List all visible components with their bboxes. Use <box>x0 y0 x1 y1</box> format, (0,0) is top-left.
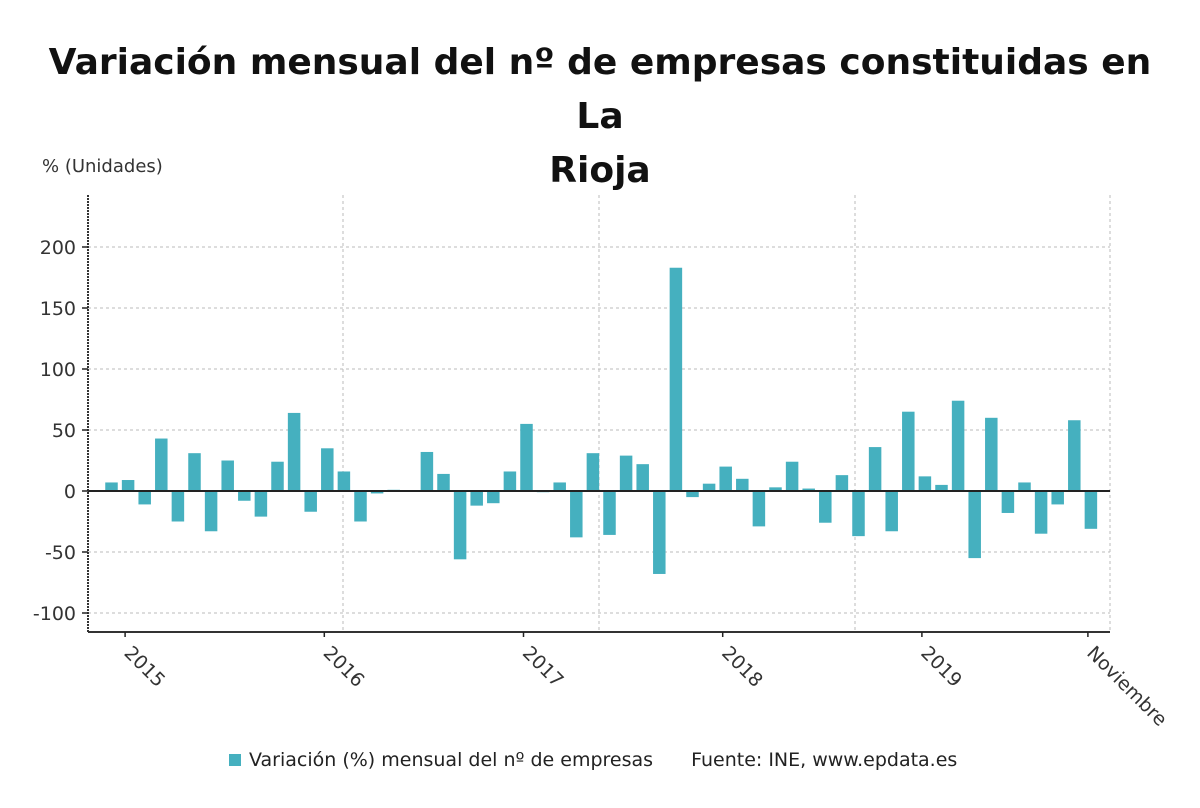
bar <box>370 491 384 494</box>
bar <box>553 482 566 491</box>
bar <box>1018 482 1031 491</box>
chart-title: Variación mensual del nº de empresas con… <box>48 42 1152 191</box>
bar <box>802 488 815 491</box>
bar <box>221 460 234 491</box>
bar <box>304 491 317 512</box>
bar <box>868 447 882 491</box>
bar <box>155 438 168 491</box>
x-tick-label: 2015 <box>120 642 170 692</box>
bar <box>1084 491 1098 529</box>
x-tick-labels: 2015 2016 2017 2018 2019 Noviembre <box>120 632 1171 731</box>
x-tick-label: Noviembre <box>1082 642 1171 731</box>
bar <box>985 417 998 491</box>
x-tick-label: 2016 <box>319 642 369 692</box>
bar <box>586 453 600 491</box>
bar <box>171 491 185 522</box>
source-label: Fuente: INE, www.epdata.es <box>691 749 958 771</box>
bar <box>354 491 367 522</box>
bar <box>503 471 517 491</box>
bar <box>420 451 434 491</box>
bar <box>1051 491 1064 505</box>
bar <box>520 423 533 491</box>
bar <box>918 476 932 491</box>
bar <box>636 464 649 491</box>
bar <box>852 491 865 537</box>
bar <box>470 491 483 506</box>
legend-swatch <box>229 754 241 766</box>
bar <box>619 455 633 491</box>
y-tick-label: 50 <box>52 420 76 442</box>
x-tick-label: 2017 <box>518 642 568 692</box>
y-tick-label: -100 <box>33 603 76 625</box>
bar <box>785 461 799 491</box>
legend: Variación (%) mensual del nº de empresas… <box>229 747 957 773</box>
y-axis-label: % (Unidades) <box>42 156 163 177</box>
bar-chart: 200 150 100 50 0 -50 -100 2015 2016 2017 2018 2019… <box>33 195 1171 731</box>
bars <box>105 267 1098 574</box>
axes <box>87 195 1110 633</box>
bar <box>254 491 268 517</box>
bar <box>1068 420 1081 491</box>
bar <box>453 491 467 560</box>
bar <box>188 453 201 491</box>
y-tick-labels: 200 150 100 50 0 -50 -100 <box>33 237 88 625</box>
vertical-gridlines <box>342 195 1111 632</box>
bar <box>702 483 716 491</box>
bar <box>1034 491 1048 534</box>
bar <box>902 411 915 491</box>
y-tick-label: 0 <box>64 481 76 503</box>
bar <box>437 473 450 491</box>
bar <box>138 491 151 505</box>
y-tick-label: 200 <box>40 237 76 259</box>
bar <box>968 491 981 559</box>
bar <box>337 471 351 491</box>
bar <box>321 448 334 491</box>
bar <box>487 491 500 504</box>
bar <box>105 482 118 491</box>
bar <box>653 491 666 574</box>
bar <box>719 466 732 491</box>
bar <box>1001 491 1015 513</box>
bar <box>271 461 284 491</box>
legend-label: Variación (%) mensual del nº de empresas <box>249 749 654 771</box>
bar <box>885 491 898 532</box>
bar <box>121 480 135 491</box>
x-tick-label: 2018 <box>717 642 767 692</box>
bar <box>951 400 965 491</box>
bar <box>819 491 832 523</box>
x-tick-label: 2019 <box>916 642 966 692</box>
bar <box>935 484 948 491</box>
bar <box>238 491 251 501</box>
y-tick-label: 150 <box>40 298 76 320</box>
bar <box>287 412 301 491</box>
bar <box>752 491 766 527</box>
bar <box>686 491 699 498</box>
bar <box>204 491 218 532</box>
bar <box>669 267 683 491</box>
bar <box>736 478 749 491</box>
bar <box>603 491 616 535</box>
y-tick-label: 100 <box>40 359 76 381</box>
bar <box>835 475 849 491</box>
bar <box>570 491 583 538</box>
bar <box>769 487 782 491</box>
y-tick-label: -50 <box>45 542 76 564</box>
